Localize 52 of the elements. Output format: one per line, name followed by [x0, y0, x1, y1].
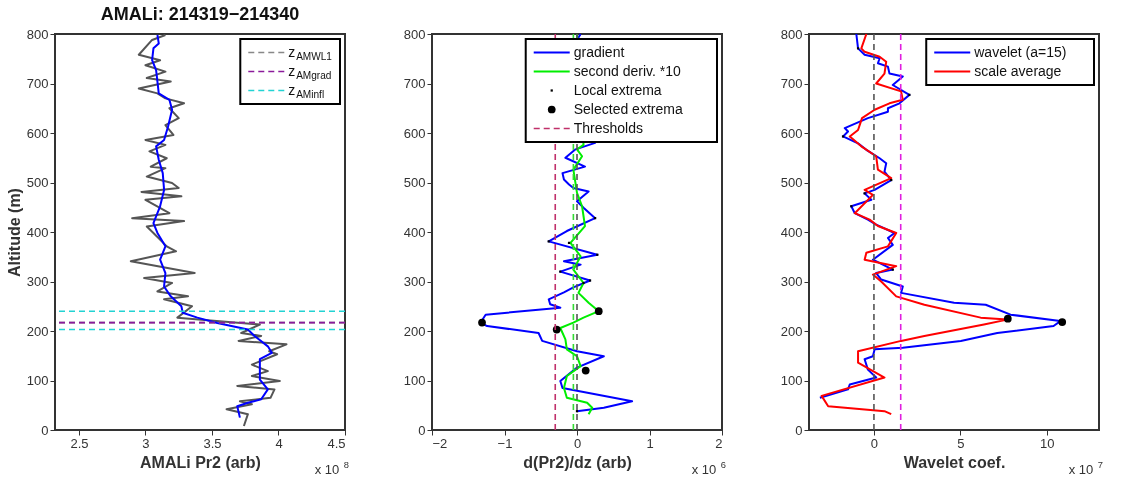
x-tick-label: 3.5 — [203, 435, 222, 451]
y-tick-label: 600 — [403, 125, 426, 141]
x-tick-label: 4.5 — [327, 435, 346, 451]
y-tick-label: 400 — [403, 224, 426, 240]
y-tick-label: 300 — [403, 274, 426, 289]
y-tick-label: 400 — [26, 224, 49, 240]
x-tick-label: 2.5 — [70, 435, 89, 451]
y-tick-label: 200 — [780, 323, 803, 339]
x-tick-label: 2 — [715, 435, 723, 451]
y-tick-label: 0 — [41, 422, 49, 438]
legend-label: gradient — [573, 43, 625, 60]
y-tick-label: 600 — [780, 125, 803, 141]
x-axis-title: AMALi Pr2 (arb) — [140, 453, 261, 471]
legend-label: scale average — [974, 62, 1062, 79]
y-tick-label: 300 — [780, 274, 803, 289]
y-tick-label: 400 — [780, 224, 803, 240]
y-tick-label: 800 — [403, 26, 426, 42]
y-tick-label: 200 — [403, 323, 426, 339]
y-tick-label: 500 — [26, 175, 49, 190]
x-tick-label: 3 — [142, 435, 150, 451]
legend-label: second deriv. *10 — [573, 62, 682, 79]
y-tick-label: 100 — [26, 373, 49, 388]
x-tick-label: −1 — [497, 435, 513, 451]
x-axis-title: d(Pr2)/dz (arb) — [523, 453, 632, 471]
y-tick-label: 100 — [780, 373, 803, 388]
x-tick-label: 10 — [1039, 435, 1055, 451]
y-tick-label: 700 — [780, 76, 803, 91]
y-tick-label: 200 — [26, 323, 49, 339]
y-axis-title: Altitude (m) — [5, 188, 23, 277]
legend-label: wavelet (a=15) — [973, 43, 1067, 60]
y-tick-label: 100 — [403, 373, 426, 388]
y-tick-label: 600 — [26, 125, 49, 141]
x-axis-title: Wavelet coef. — [903, 453, 1006, 471]
x-tick-label: 5 — [957, 435, 965, 451]
x-tick-label: 1 — [646, 435, 654, 451]
x-tick-label: 0 — [573, 435, 582, 451]
y-tick-label: 800 — [26, 26, 49, 42]
chart-title: AMALi: 214319−214340 — [100, 4, 300, 24]
y-tick-label: 300 — [26, 274, 49, 289]
y-tick-label: 0 — [418, 422, 426, 438]
y-tick-label: 700 — [26, 76, 49, 91]
legend-label: Local extrema — [573, 81, 662, 98]
x-tick-label: 4 — [275, 435, 283, 451]
y-tick-label: 800 — [780, 26, 803, 42]
y-tick-label: 0 — [795, 422, 803, 438]
x-tick-label: −2 — [432, 435, 448, 451]
y-tick-label: 500 — [780, 175, 803, 190]
ref-line-label: Thresholds — [573, 119, 643, 136]
legend-label: Selected extrema — [573, 100, 683, 117]
x-tick-label: 0 — [870, 435, 879, 451]
y-tick-label: 700 — [403, 76, 426, 91]
y-tick-label: 500 — [403, 175, 426, 190]
